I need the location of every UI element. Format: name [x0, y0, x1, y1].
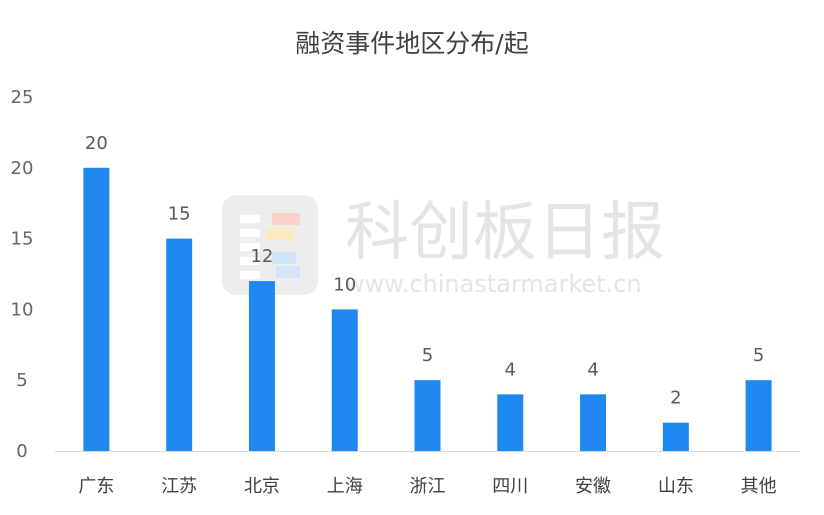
bar — [745, 380, 772, 451]
bar — [580, 394, 607, 451]
y-tick-label: 25 — [11, 87, 34, 108]
bar — [662, 422, 689, 451]
data-label: 2 — [670, 388, 681, 409]
y-tick-label: 10 — [11, 299, 34, 320]
watermark-name: 科创板日报 — [345, 196, 665, 270]
bar — [248, 281, 275, 451]
bar — [497, 394, 524, 451]
x-tick-label: 浙江 — [410, 476, 446, 497]
bar — [414, 380, 441, 451]
chart-title: 融资事件地区分布/起 — [295, 29, 528, 58]
data-label: 4 — [505, 359, 516, 380]
y-tick-label: 0 — [16, 441, 27, 462]
y-tick-label: 20 — [11, 158, 34, 179]
bar — [83, 167, 110, 452]
x-axis: 广东 江苏 北京 上海 浙江 四川 安徽 山东 其他 — [78, 476, 776, 497]
y-tick-label: 5 — [16, 370, 27, 391]
data-label: 5 — [422, 345, 433, 366]
x-tick-label: 上海 — [327, 476, 363, 497]
y-tick-label: 15 — [11, 229, 34, 250]
y-axis: 0 5 10 15 20 25 — [11, 87, 34, 462]
watermark: 科创板日报 www.chinastarmarket.cn — [222, 195, 665, 298]
data-label: 5 — [753, 345, 764, 366]
x-tick-label: 北京 — [244, 476, 280, 497]
x-tick-label: 山东 — [658, 476, 694, 497]
bars-group — [83, 167, 772, 452]
bar — [166, 238, 193, 451]
x-tick-label: 四川 — [492, 476, 528, 497]
watermark-url: www.chinastarmarket.cn — [345, 270, 642, 298]
watermark-logo-icon — [222, 195, 318, 295]
data-labels-group: 20 15 12 10 5 4 4 2 5 — [85, 133, 764, 409]
data-label: 15 — [168, 204, 191, 225]
data-label: 12 — [250, 246, 273, 267]
data-label: 10 — [333, 274, 356, 295]
data-label: 4 — [587, 359, 598, 380]
data-label: 20 — [85, 133, 108, 154]
x-tick-label: 安徽 — [575, 476, 611, 497]
x-tick-label: 江苏 — [161, 476, 197, 497]
x-tick-label: 其他 — [741, 476, 777, 497]
x-tick-label: 广东 — [78, 476, 114, 497]
bar — [331, 309, 358, 451]
